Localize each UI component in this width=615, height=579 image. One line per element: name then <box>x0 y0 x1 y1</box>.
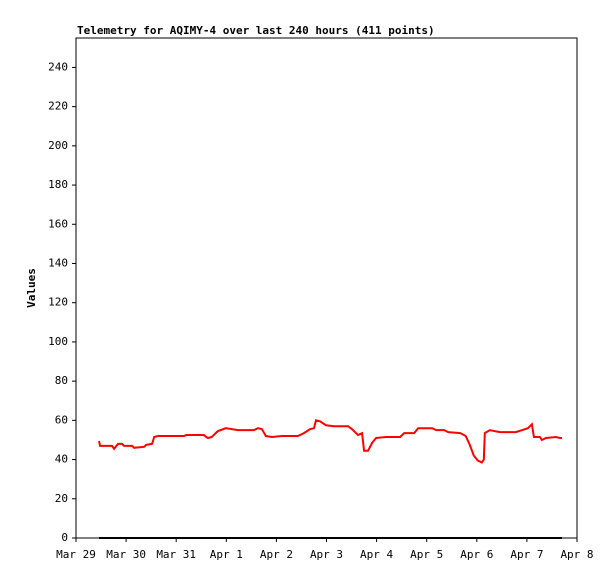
y-tick-label: 60 <box>55 413 68 426</box>
y-axis-label: Values <box>25 268 38 308</box>
y-tick-label: 180 <box>48 178 68 191</box>
y-tick-label: 160 <box>48 217 68 230</box>
x-tick-label: Mar 29 <box>56 548 96 561</box>
plot-frame <box>75 37 578 539</box>
x-tick-label: Mar 30 <box>106 548 146 561</box>
y-tick-label: 40 <box>55 453 68 466</box>
y-tick-label: 140 <box>48 256 68 269</box>
y-tick-label: 240 <box>48 60 68 73</box>
x-tick-label: Apr 6 <box>460 548 493 561</box>
x-tick-label: Apr 1 <box>210 548 243 561</box>
y-tick-label: 100 <box>48 335 68 348</box>
y-tick-label: 0 <box>61 531 68 544</box>
x-tick-label: Apr 8 <box>560 548 593 561</box>
y-tick-label: 120 <box>48 296 68 309</box>
y-tick-label: 220 <box>48 100 68 113</box>
x-tick-label: Apr 3 <box>310 548 343 561</box>
y-tick-label: 80 <box>55 374 68 387</box>
x-tick-label: Apr 5 <box>410 548 443 561</box>
y-tick-label: 20 <box>55 492 68 505</box>
y-tick-label: 200 <box>48 139 68 152</box>
data-line <box>98 419 562 464</box>
x-tick-label: Apr 4 <box>360 548 393 561</box>
x-tick-label: Apr 2 <box>260 548 293 561</box>
x-tick-label: Apr 7 <box>510 548 543 561</box>
chart-title: Telemetry for AQIMY-4 over last 240 hour… <box>77 24 435 37</box>
x-tick-label: Mar 31 <box>156 548 196 561</box>
